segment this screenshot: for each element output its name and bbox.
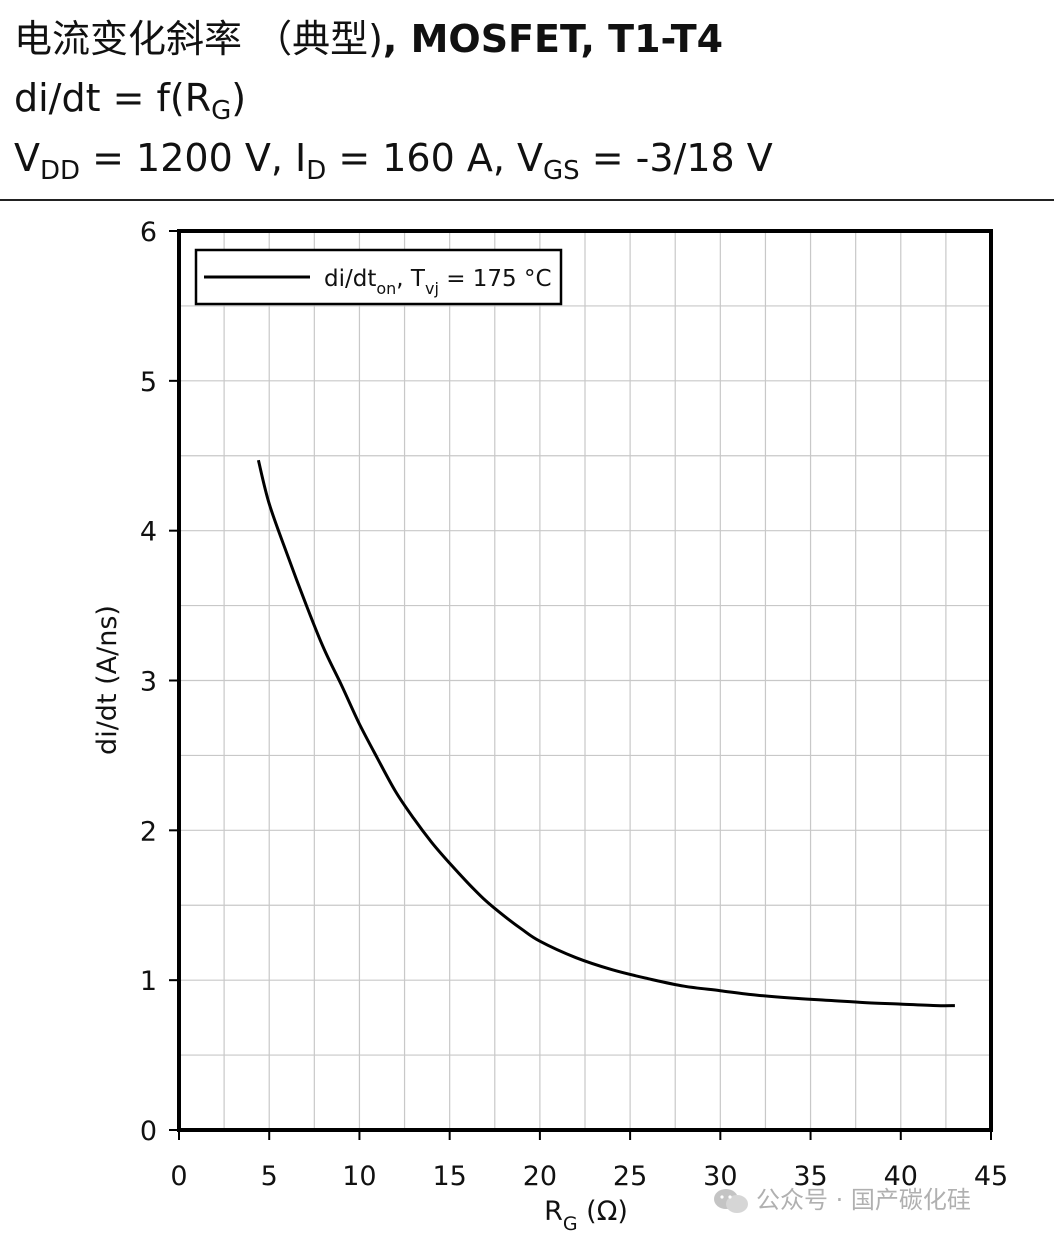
- series-line-didt-on: [256, 459, 955, 1008]
- cond-id-value: = 160 A, V: [326, 136, 543, 180]
- series-layer: [256, 459, 955, 1008]
- x-tick-label: 15: [432, 1161, 466, 1192]
- formula-main: di/dt = f(R: [14, 76, 212, 120]
- x-tick-label: 45: [974, 1161, 1008, 1192]
- y-axis-label: di/dt (A/ns): [92, 605, 123, 755]
- legend: di/dton, Tvj = 175 °C: [194, 248, 563, 306]
- y-tick-label: 4: [140, 517, 157, 548]
- cond-id-sub: D: [306, 156, 327, 186]
- cond-vgs-sub: GS: [543, 156, 580, 186]
- wechat-icon: [714, 1189, 748, 1213]
- x-tick-label: 20: [523, 1161, 557, 1192]
- chart-title: 电流变化斜率 （典型), MOSFET, T1-T4: [14, 10, 1054, 68]
- x-tick-label: 35: [793, 1161, 827, 1192]
- grid-lines: [179, 231, 991, 1130]
- x-tick-label: 40: [884, 1161, 918, 1192]
- cond-vdd: V: [14, 136, 40, 180]
- formula-end: ): [231, 76, 247, 120]
- watermark: 公众号 · 国产碳化硅: [712, 1180, 971, 1216]
- x-tick-label: 5: [261, 1161, 278, 1192]
- plot-frame: [177, 229, 993, 1132]
- function-formula: di/dt = f(RG): [14, 68, 1054, 128]
- header-divider: [0, 199, 1054, 201]
- x-tick-label: 10: [342, 1161, 376, 1192]
- watermark-text: 公众号 · 国产碳化硅: [756, 1186, 971, 1214]
- y-tick-label: 6: [140, 217, 157, 248]
- x-tick-label: 25: [613, 1161, 647, 1192]
- title-device: , MOSFET, T1-T4: [382, 17, 724, 61]
- y-tick-label: 1: [140, 966, 157, 997]
- title-chinese: 电流变化斜率 （典型): [14, 17, 383, 61]
- chart-header: 电流变化斜率 （典型), MOSFET, T1-T4 di/dt = f(RG)…: [14, 10, 1054, 188]
- y-tick-label: 5: [140, 367, 157, 398]
- y-tick-label: 3: [140, 667, 157, 698]
- x-tick-label: 30: [703, 1161, 737, 1192]
- formula-sub: G: [211, 96, 232, 126]
- test-conditions: VDD = 1200 V, ID = 160 A, VGS = -3/18 V: [14, 128, 1054, 188]
- cond-vgs-value: = -3/18 V: [579, 136, 773, 180]
- y-tick-label: 2: [140, 816, 157, 847]
- x-axis-label: RG (Ω): [544, 1196, 628, 1235]
- cond-vdd-sub: DD: [40, 156, 81, 186]
- x-tick-label: 0: [170, 1161, 187, 1192]
- y-tick-label: 0: [140, 1116, 157, 1147]
- legend-label: di/dton, Tvj = 175 °C: [324, 266, 552, 298]
- cond-vdd-value: = 1200 V, I: [80, 136, 307, 180]
